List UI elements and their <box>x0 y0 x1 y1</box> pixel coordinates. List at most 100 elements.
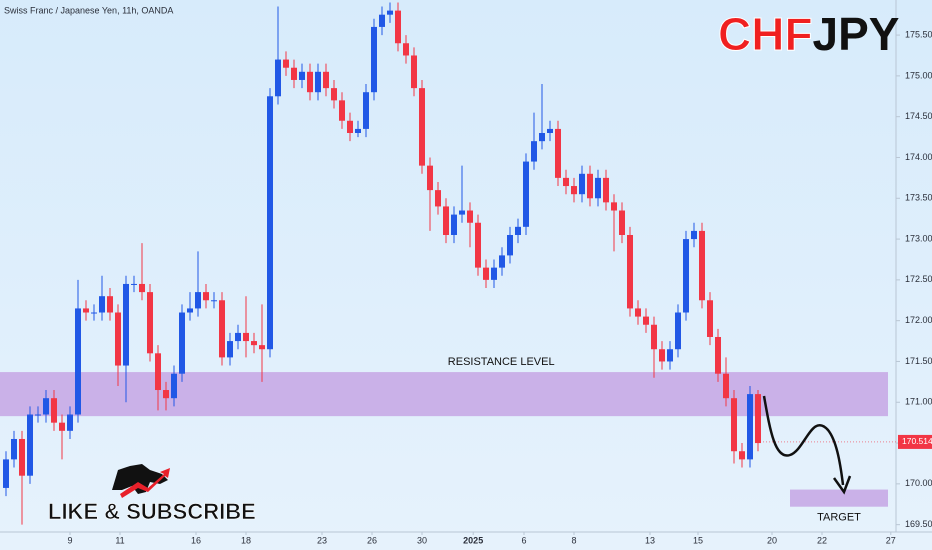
candle-body <box>475 222 481 268</box>
candle-body <box>515 226 521 235</box>
candle-body <box>115 312 121 366</box>
candle-body <box>627 234 633 309</box>
candle-body <box>347 120 353 133</box>
candle-body <box>147 292 153 354</box>
x-tick-label: 27 <box>886 535 896 545</box>
candle-body <box>555 128 561 178</box>
zone <box>790 489 888 507</box>
candle-body <box>315 71 321 93</box>
candle-body <box>139 283 145 293</box>
candle-body <box>619 210 625 235</box>
candle-body <box>467 210 473 223</box>
candle-body <box>691 230 697 240</box>
y-tick-label: 171.000 <box>905 397 932 407</box>
candle-body <box>419 88 425 166</box>
candle-body <box>723 373 729 399</box>
candle-body <box>403 43 409 56</box>
candle-body <box>259 345 265 350</box>
candle-body <box>547 128 553 133</box>
zone-label: RESISTANCE LEVEL <box>448 356 555 368</box>
last-price-tag <box>898 434 932 449</box>
candle-body <box>411 55 417 89</box>
candle-body <box>715 336 721 374</box>
candle-body <box>675 312 681 350</box>
candle-body <box>131 283 137 285</box>
bull-icon <box>112 464 170 498</box>
logo-part: JPY <box>813 8 900 60</box>
candle-body <box>227 341 233 358</box>
y-tick-label: 172.000 <box>905 315 932 325</box>
candle-body <box>27 414 33 476</box>
candle-body <box>387 10 393 15</box>
candle-body <box>179 312 185 374</box>
candle-body <box>323 71 329 89</box>
candle-body <box>51 398 57 423</box>
candle-body <box>587 173 593 199</box>
x-tick-label: 13 <box>645 535 655 545</box>
candle-body <box>11 438 17 460</box>
last-price-label: 170.514 <box>902 436 932 446</box>
candle-body <box>123 283 129 366</box>
y-tick-label: 172.500 <box>905 274 932 284</box>
x-tick-label: 18 <box>241 535 251 545</box>
candle-body <box>531 141 537 162</box>
logo-part: CHF <box>718 8 813 60</box>
zone <box>0 372 888 417</box>
x-tick-label: 8 <box>571 535 576 545</box>
candle-body <box>595 177 601 199</box>
y-tick-label: 175.000 <box>905 70 932 80</box>
candle-body <box>443 206 449 235</box>
candle-body <box>707 300 713 337</box>
candle-body <box>635 308 641 317</box>
candle-body <box>251 341 257 346</box>
call-to-action: LIKE & SUBSCRIBE <box>48 499 256 524</box>
candle-body <box>667 349 673 362</box>
candle-body <box>267 96 273 350</box>
chart-title: Swiss Franc / Japanese Yen, 11h, OANDA <box>4 5 173 15</box>
candle-body <box>43 398 49 415</box>
candle-body <box>363 92 369 129</box>
candle-body <box>107 296 113 313</box>
arrow-head <box>832 475 852 495</box>
candle-body <box>275 59 281 97</box>
candle-body <box>699 230 705 301</box>
candle-body <box>731 398 737 452</box>
candle-body <box>603 177 609 203</box>
candle-body <box>379 14 385 27</box>
candle-body <box>3 459 9 488</box>
candle-body <box>435 190 441 207</box>
candle-body <box>59 422 65 431</box>
x-tick-label: 30 <box>417 535 427 545</box>
candle-body <box>219 300 225 358</box>
candle-body <box>371 26 377 93</box>
candle-body <box>171 373 177 399</box>
y-tick-label: 174.500 <box>905 111 932 121</box>
candle-body <box>683 239 689 313</box>
x-tick-label: 20 <box>767 535 777 545</box>
candle-body <box>203 292 209 301</box>
candle-body <box>235 332 241 342</box>
y-tick-label: 175.500 <box>905 29 932 39</box>
y-tick-label: 173.000 <box>905 233 932 243</box>
y-tick-label: 174.000 <box>905 152 932 162</box>
candle-body <box>611 202 617 211</box>
candle-body <box>571 186 577 195</box>
x-tick-label: 11 <box>115 535 124 545</box>
x-tick-label: 26 <box>367 535 377 545</box>
candle-body <box>339 100 345 121</box>
candle-body <box>195 292 201 309</box>
candle-body <box>427 165 433 191</box>
candle-body <box>291 67 297 80</box>
candle-body <box>483 267 489 280</box>
candle-body <box>83 308 89 313</box>
candle-body <box>539 133 545 142</box>
x-tick-label: 6 <box>521 535 526 545</box>
candle-body <box>67 414 73 431</box>
candle-body <box>579 173 585 195</box>
x-tick-label: 9 <box>67 535 72 545</box>
candle-body <box>755 394 761 444</box>
candle-body <box>211 300 217 302</box>
candle-body <box>355 128 361 133</box>
